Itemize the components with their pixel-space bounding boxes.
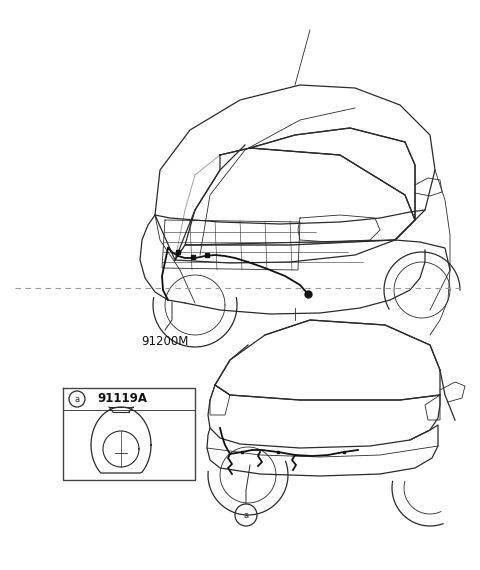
Text: 91119A: 91119A [97, 393, 147, 405]
Text: a: a [243, 511, 249, 519]
Text: a: a [74, 394, 80, 404]
Text: 91200M: 91200M [141, 335, 189, 348]
